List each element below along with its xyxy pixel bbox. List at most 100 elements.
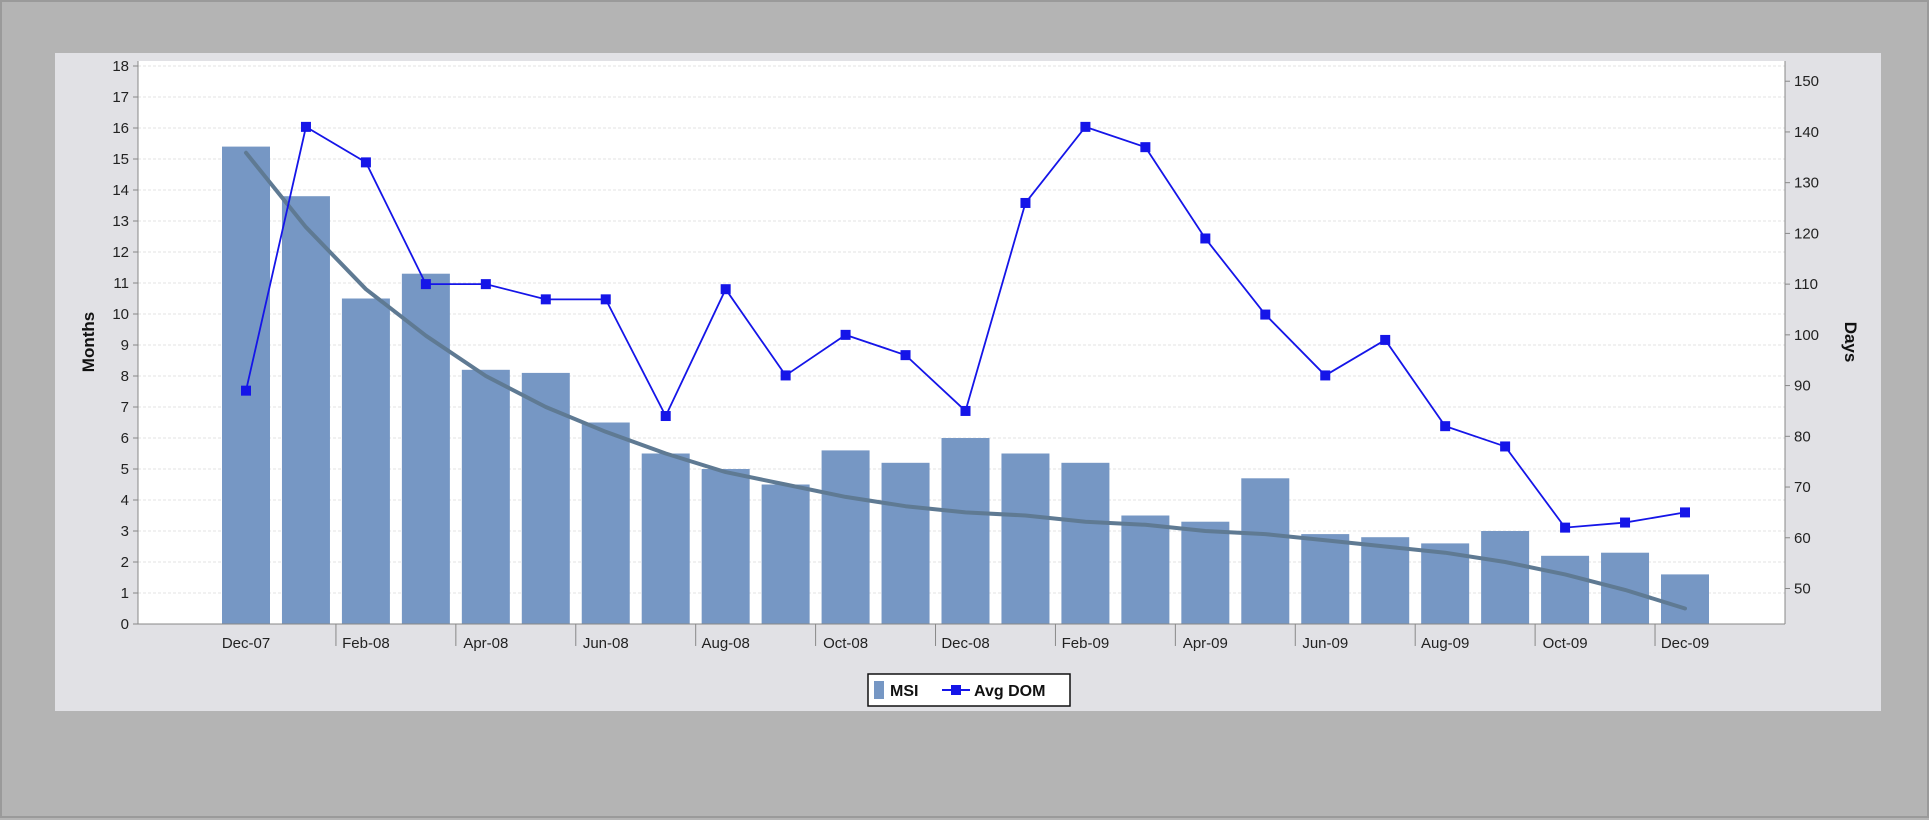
avg-dom-point bbox=[480, 279, 491, 290]
avg-dom-point bbox=[660, 411, 671, 422]
y-left-tick-label: 4 bbox=[121, 492, 129, 509]
msi-bar bbox=[821, 450, 870, 624]
y-left-tick-label: 15 bbox=[112, 151, 129, 168]
avg-dom-point bbox=[1260, 309, 1271, 320]
msi-bar bbox=[401, 273, 450, 624]
x-tick-label: Dec-08 bbox=[941, 635, 989, 652]
avg-dom-point bbox=[540, 294, 551, 305]
msi-bar bbox=[1481, 531, 1530, 624]
msi-bar bbox=[581, 422, 630, 624]
y-axis-right-title: Days bbox=[1841, 322, 1860, 363]
y-left-tick-label: 6 bbox=[121, 430, 129, 447]
y-left-tick-label: 0 bbox=[121, 616, 129, 633]
avg-dom-point bbox=[1560, 522, 1571, 533]
msi-bar bbox=[1361, 537, 1410, 624]
msi-bar bbox=[222, 146, 270, 624]
legend-avg-dom-marker bbox=[951, 685, 961, 695]
y-left-tick-label: 11 bbox=[113, 275, 129, 292]
y-right-tick-label: 50 bbox=[1794, 580, 1811, 597]
x-tick-label: Feb-08 bbox=[342, 635, 390, 652]
avg-dom-point bbox=[900, 350, 911, 361]
y-right-tick-label: 60 bbox=[1794, 530, 1811, 547]
msi-bar bbox=[1301, 534, 1350, 624]
x-tick-label: Aug-08 bbox=[701, 635, 749, 652]
y-right-tick-label: 90 bbox=[1794, 378, 1811, 395]
msi-bars bbox=[222, 146, 1709, 624]
y-left-tick-label: 14 bbox=[112, 182, 129, 199]
msi-bar bbox=[281, 196, 330, 624]
msi-trendline bbox=[244, 150, 1687, 611]
msi-bar bbox=[701, 469, 750, 624]
msi-bar bbox=[1541, 555, 1590, 624]
y-left-tick-label: 8 bbox=[121, 368, 129, 385]
avg-dom-point bbox=[1080, 121, 1091, 132]
msi-bar bbox=[941, 438, 990, 624]
msi-bar bbox=[521, 372, 570, 624]
y-left-tick-label: 1 bbox=[121, 585, 129, 602]
avg-dom-point bbox=[241, 385, 251, 396]
msi-bar bbox=[1241, 478, 1290, 624]
x-tick-label: Aug-09 bbox=[1421, 635, 1469, 652]
avg-dom-point bbox=[360, 157, 371, 168]
y-left-tick-label: 10 bbox=[112, 306, 129, 323]
y-left-tick-label: 17 bbox=[112, 89, 129, 106]
avg-dom-point bbox=[1020, 197, 1031, 208]
y-axis-left-title: Months bbox=[79, 312, 98, 372]
avg-dom-point bbox=[1200, 233, 1211, 244]
x-tick-label: Jun-08 bbox=[583, 635, 629, 652]
y-left-tick-label: 3 bbox=[121, 523, 129, 540]
y-left-tick-label: 7 bbox=[121, 399, 129, 416]
msi-bar bbox=[461, 369, 510, 624]
msi-bar bbox=[1661, 574, 1709, 624]
avg-dom-point bbox=[1680, 507, 1690, 518]
y-right-tick-label: 130 bbox=[1794, 175, 1819, 192]
x-tick-label: Apr-09 bbox=[1183, 635, 1228, 652]
y-right-tick-label: 80 bbox=[1794, 428, 1811, 445]
y-left-tick-label: 2 bbox=[121, 554, 129, 571]
y-right-tick-label: 150 bbox=[1794, 73, 1819, 90]
avg-dom-point bbox=[1320, 370, 1331, 381]
x-tick-label: Oct-08 bbox=[823, 635, 868, 652]
msi-bar bbox=[1001, 453, 1050, 624]
axes: 0123456789101112131415161718506070809010… bbox=[112, 58, 1819, 652]
msi-bar bbox=[881, 462, 930, 624]
msi-bar bbox=[341, 298, 390, 624]
x-tick-label: Dec-09 bbox=[1661, 635, 1709, 652]
x-tick-label: Apr-08 bbox=[463, 635, 508, 652]
y-right-tick-label: 120 bbox=[1794, 225, 1819, 242]
y-left-tick-label: 9 bbox=[121, 337, 129, 354]
y-left-tick-label: 12 bbox=[112, 244, 129, 261]
avg-dom-point bbox=[840, 329, 851, 340]
msi-bar bbox=[641, 453, 690, 624]
y-left-tick-label: 16 bbox=[112, 120, 129, 137]
y-right-tick-label: 100 bbox=[1794, 327, 1819, 344]
avg-dom-point bbox=[780, 370, 791, 381]
avg-dom-point bbox=[1440, 421, 1451, 432]
avg-dom-point bbox=[420, 279, 431, 290]
avg-dom-point bbox=[960, 405, 971, 416]
x-tick-label: Feb-09 bbox=[1062, 635, 1110, 652]
avg-dom-point bbox=[720, 284, 731, 295]
legend-msi-swatch bbox=[874, 681, 884, 699]
msi-bar bbox=[1181, 521, 1230, 624]
avg-dom-line bbox=[241, 121, 1690, 533]
x-tick-label: Jun-09 bbox=[1302, 635, 1348, 652]
avg-dom-point bbox=[1620, 517, 1631, 528]
avg-dom-point bbox=[600, 294, 611, 305]
avg-dom-point bbox=[1380, 334, 1391, 345]
y-left-tick-label: 13 bbox=[112, 213, 129, 230]
avg-dom-point bbox=[1140, 142, 1151, 153]
y-right-tick-label: 140 bbox=[1794, 124, 1819, 141]
legend: MSI Avg DOM bbox=[867, 673, 1071, 707]
y-left-tick-label: 5 bbox=[121, 461, 129, 478]
y-right-tick-label: 110 bbox=[1794, 276, 1818, 293]
y-right-tick-label: 70 bbox=[1794, 479, 1811, 496]
avg-dom-point bbox=[1500, 441, 1511, 452]
msi-bar bbox=[1121, 515, 1170, 624]
msi-bar bbox=[761, 484, 810, 624]
x-tick-label: Dec-07 bbox=[222, 635, 270, 652]
legend-avg-dom-label: Avg DOM bbox=[974, 683, 1045, 700]
msi-trend-path bbox=[244, 150, 1687, 611]
